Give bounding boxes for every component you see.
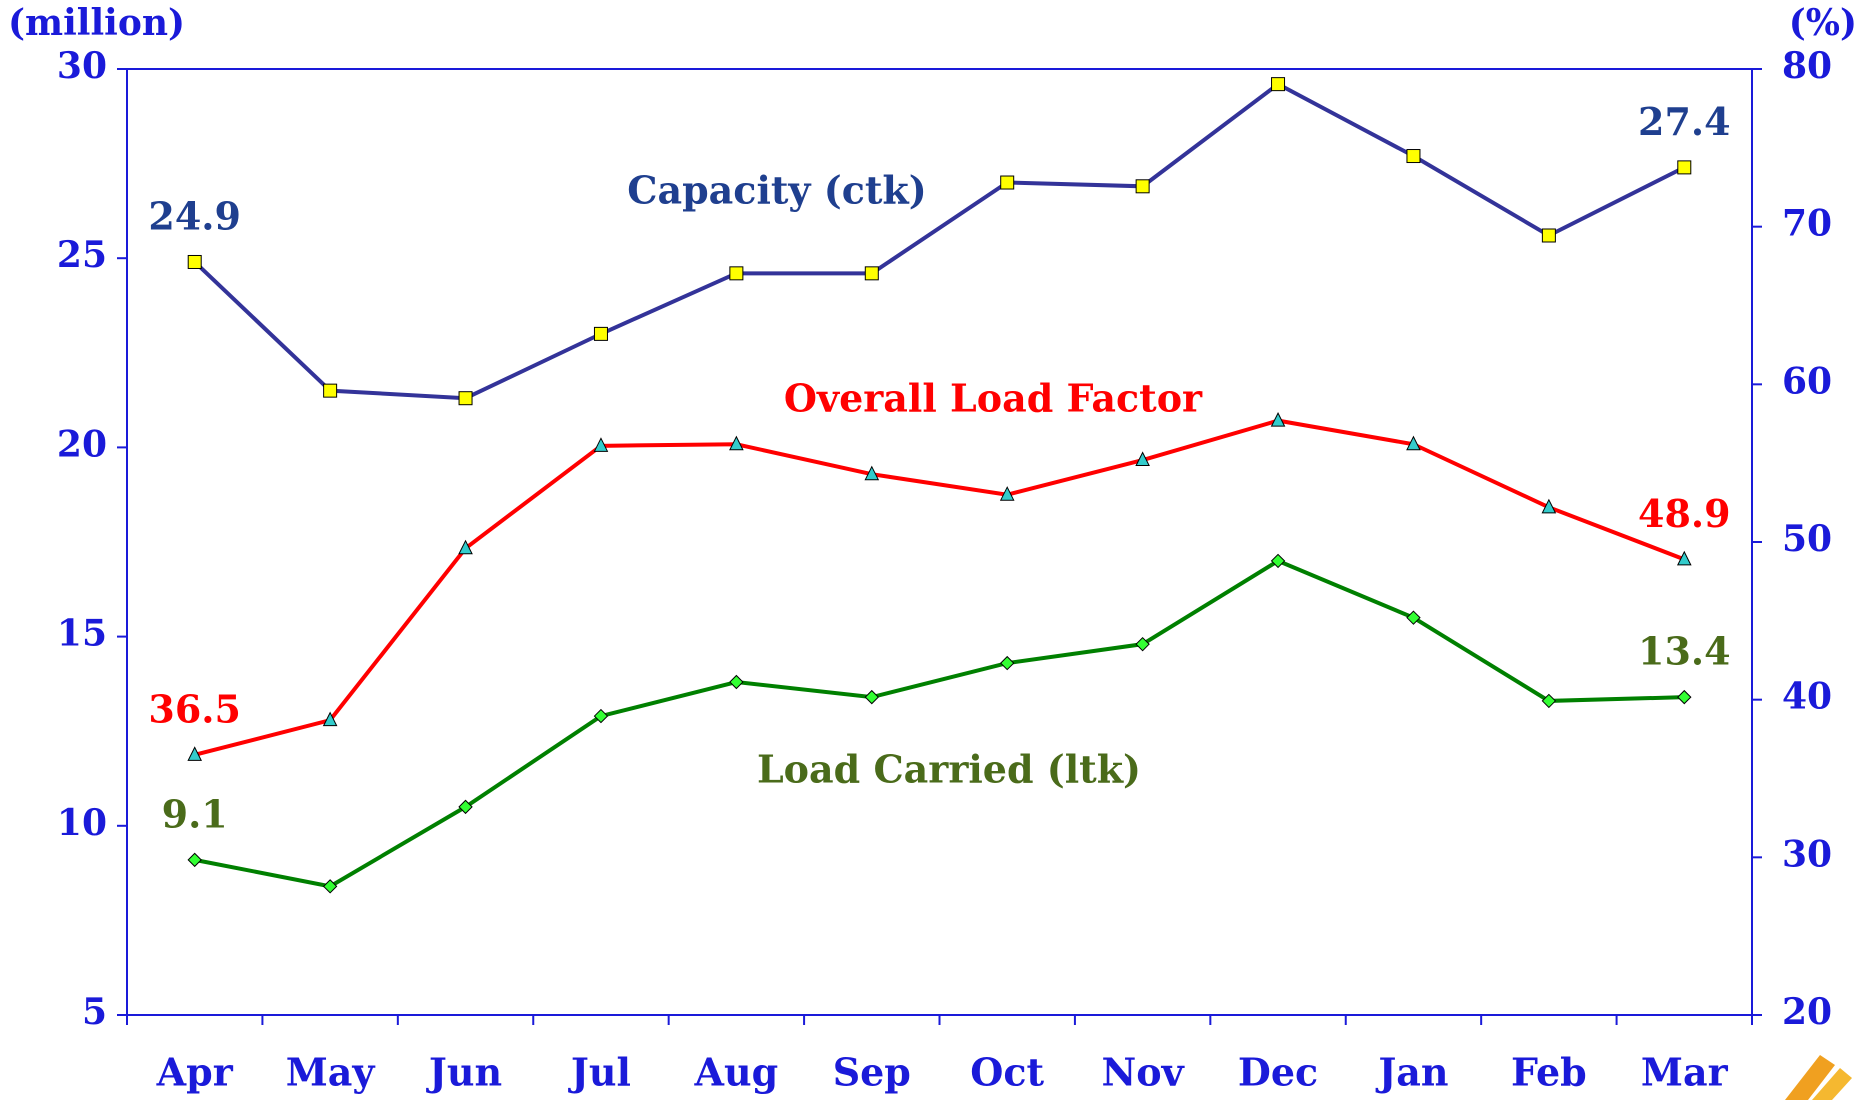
marker <box>1000 655 1015 671</box>
x-tick-label: May <box>286 1050 376 1095</box>
y-tick-label: 10 <box>57 802 107 844</box>
y2-axis-label: (%) <box>1789 2 1857 44</box>
x-tick-label: Jan <box>1375 1050 1448 1095</box>
marker <box>1000 175 1015 190</box>
x-tick-label: Dec <box>1238 1050 1318 1095</box>
marker <box>1541 498 1557 514</box>
data-label: 27.4 <box>1638 99 1731 144</box>
marker <box>187 746 203 761</box>
x-tick-label: Oct <box>970 1050 1044 1095</box>
marker <box>322 711 338 727</box>
data-label: 36.5 <box>148 686 241 731</box>
logo <box>1785 1055 1852 1100</box>
x-tick-label: Apr <box>156 1050 234 1095</box>
y2-tick-label: 40 <box>1782 676 1832 718</box>
series-label: Overall Load Factor <box>784 376 1203 421</box>
x-tick-label: Jul <box>568 1050 631 1095</box>
marker <box>593 326 608 341</box>
marker <box>864 689 879 705</box>
series-label: Load Carried (ltk) <box>757 747 1141 792</box>
marker <box>1135 636 1150 652</box>
y-tick-label: 30 <box>57 45 107 87</box>
marker <box>1270 553 1286 569</box>
marker <box>593 437 609 452</box>
marker <box>729 674 744 690</box>
marker <box>864 266 879 281</box>
y-tick-label: 25 <box>57 234 107 276</box>
marker <box>1271 77 1286 92</box>
y-axis-label: (million) <box>8 2 185 44</box>
marker <box>1677 689 1692 705</box>
y2-tick-label: 70 <box>1782 203 1832 245</box>
x-tick-label: Sep <box>833 1050 911 1095</box>
x-tick-label: Jun <box>426 1050 502 1095</box>
y2-tick-label: 20 <box>1782 991 1832 1033</box>
marker <box>1270 411 1286 427</box>
data-label: 9.1 <box>162 791 228 836</box>
y-tick-label: 20 <box>57 423 107 465</box>
marker <box>323 383 338 398</box>
x-tick-label: Aug <box>694 1050 779 1095</box>
marker <box>593 708 609 724</box>
marker <box>1406 149 1421 164</box>
marker <box>1135 451 1150 467</box>
marker <box>1676 550 1692 566</box>
y-tick-label: 15 <box>57 613 107 655</box>
marker <box>1541 693 1557 709</box>
line <box>193 81 1686 401</box>
marker <box>1406 435 1421 451</box>
marker <box>187 852 202 868</box>
data-label: 48.9 <box>1638 491 1731 536</box>
line <box>194 558 1685 889</box>
marker <box>729 266 744 281</box>
x-tick-label: Nov <box>1102 1050 1186 1095</box>
y-tick-label: 5 <box>82 991 107 1033</box>
marker <box>322 879 338 894</box>
line <box>194 418 1686 757</box>
marker <box>187 254 202 269</box>
marker <box>999 486 1015 501</box>
marker <box>1677 160 1692 175</box>
x-tick-label: Feb <box>1511 1050 1587 1095</box>
y2-tick-label: 50 <box>1782 518 1832 560</box>
marker <box>864 465 880 481</box>
x-tick-label: Mar <box>1641 1050 1729 1095</box>
marker <box>1135 179 1150 194</box>
y2-tick-label: 30 <box>1782 833 1832 875</box>
marker <box>1541 228 1556 243</box>
series-label: Capacity (ctk) <box>627 168 926 213</box>
marker <box>458 799 473 815</box>
y2-tick-label: 60 <box>1782 360 1832 402</box>
data-label: 13.4 <box>1638 629 1731 674</box>
marker <box>458 391 473 406</box>
data-label: 24.9 <box>148 193 241 238</box>
y2-tick-label: 80 <box>1782 45 1832 87</box>
marker <box>729 435 744 451</box>
marker <box>1406 610 1421 625</box>
marker <box>458 539 473 555</box>
